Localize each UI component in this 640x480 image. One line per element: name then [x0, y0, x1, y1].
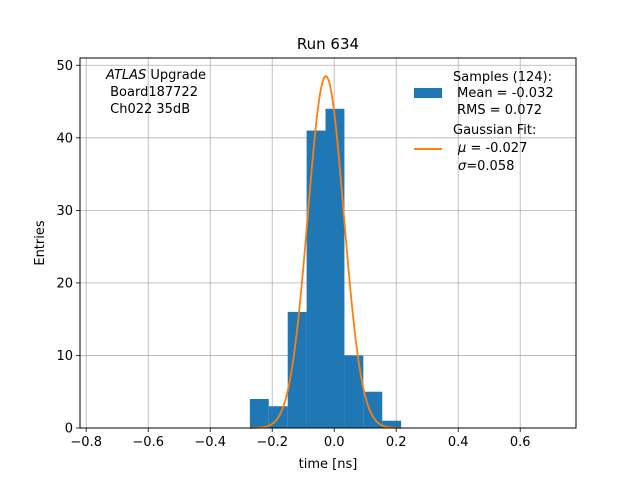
legend-fit-sigma: σ=0.058 [458, 159, 514, 174]
x-tick-label: 0.4 [448, 435, 469, 450]
histogram-bar [287, 311, 307, 428]
histogram-bar [344, 355, 364, 428]
x-axis-label: time [ns] [299, 457, 358, 472]
x-tick-label: 0.6 [510, 435, 531, 450]
histogram-bar [382, 420, 402, 428]
y-tick-label: 40 [56, 131, 73, 146]
histogram-bar [363, 391, 383, 428]
y-tick-label: 20 [56, 276, 73, 291]
histogram-bar [249, 398, 269, 428]
y-axis-label: Entries [33, 220, 48, 266]
legend-fit-title: Gaussian Fit: [453, 123, 536, 138]
legend-fit-sigma-value: =0.058 [466, 159, 514, 174]
x-tick-label: −0.8 [70, 435, 102, 450]
annotation-experiment: ATLAS [105, 68, 146, 83]
annotation-box: ATLAS Upgrade Board187722 Ch022 35dB [105, 68, 206, 117]
annotation-channel: Ch022 35dB [106, 102, 190, 117]
annotation-experiment-suffix: Upgrade [146, 68, 206, 83]
y-tick-label: 30 [56, 204, 73, 219]
legend-samples-title: Samples (124): [453, 70, 552, 85]
annotation-experiment-line: ATLAS Upgrade [105, 68, 206, 83]
y-tick-label: 10 [56, 349, 73, 364]
legend-samples-rms: RMS = 0.072 [453, 103, 542, 118]
gaussian-fit [249, 75, 402, 429]
legend-fit-mu-symbol: μ [457, 141, 466, 156]
chart-title: Run 634 [297, 35, 359, 53]
x-tick-label: −0.2 [256, 435, 288, 450]
y-tick-label: 0 [65, 422, 73, 437]
legend: Samples (124): Mean = -0.032 RMS = 0.072… [414, 70, 554, 174]
histogram-bar [306, 130, 326, 429]
y-tick-label: 50 [56, 59, 73, 74]
x-tick-label: 0.0 [324, 435, 345, 450]
legend-samples-swatch [414, 88, 442, 98]
legend-fit-mu: μ = -0.027 [457, 141, 527, 156]
annotation-board: Board187722 [106, 85, 198, 100]
x-tick-label: −0.6 [132, 435, 164, 450]
x-axis-ticks: −0.8 −0.6 −0.4 −0.2 0.0 0.2 0.4 0.6 [70, 428, 531, 450]
legend-fit-mu-value: = -0.027 [466, 141, 527, 156]
y-axis-ticks: 0 10 20 30 40 50 [56, 59, 80, 437]
plot-frame [79, 57, 577, 429]
x-tick-label: −0.4 [194, 435, 226, 450]
gaussian-fit-curve [249, 75, 402, 429]
histogram-bar [325, 108, 345, 429]
x-tick-label: 0.2 [386, 435, 407, 450]
legend-fit-sigma-symbol: σ [458, 159, 467, 174]
legend-samples-mean: Mean = -0.032 [453, 86, 554, 101]
